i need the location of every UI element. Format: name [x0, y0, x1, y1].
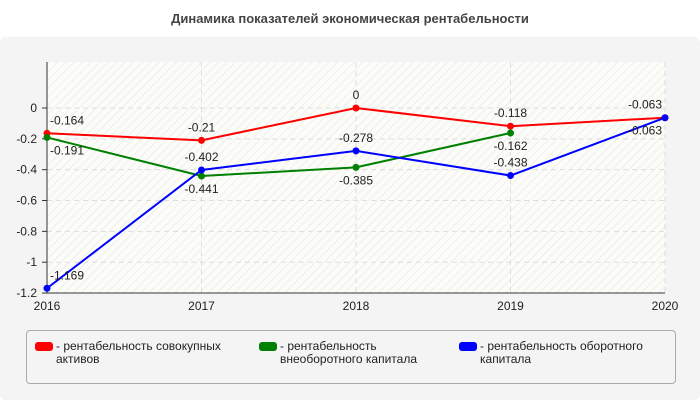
data-label: -0.402	[184, 150, 218, 164]
legend-swatch	[459, 342, 477, 351]
legend-label: - рентабельность совокупных активов	[56, 339, 221, 366]
data-label: -0.162	[493, 139, 527, 153]
data-point	[198, 166, 205, 174]
data-label: -0.278	[339, 131, 373, 145]
data-label: -0.164	[50, 113, 84, 127]
data-label: -0.385	[339, 173, 373, 187]
y-tick-label: -0.2	[16, 132, 37, 146]
data-point	[352, 104, 360, 112]
data-point	[352, 147, 360, 155]
data-point	[43, 133, 51, 141]
y-tick-label: -0.8	[16, 224, 37, 238]
x-tick-label: 2016	[34, 299, 61, 313]
legend-label: - рентабельность внеоборотного капитала	[280, 339, 417, 366]
y-tick-label: -0.4	[16, 163, 37, 177]
x-tick-label: 2018	[343, 299, 370, 313]
data-point	[198, 136, 205, 144]
y-tick-label: 0	[30, 101, 37, 115]
legend-label: - рентабельность оборотного капитала	[480, 339, 643, 366]
y-tick-label: -0.6	[16, 194, 37, 208]
series-line	[46, 132, 511, 178]
y-tick-label: -1	[26, 255, 37, 269]
data-point	[352, 163, 360, 171]
data-label: -0.438	[493, 156, 527, 170]
data-label: -1.169	[50, 268, 84, 282]
y-tick-label: -1.2	[16, 286, 37, 300]
data-label: -0.063	[628, 98, 662, 112]
data-point	[661, 114, 669, 122]
chart-title: Динамика показателей экономическая рента…	[171, 11, 529, 26]
data-label: -0.063	[628, 124, 662, 138]
data-label: -0.441	[184, 182, 218, 196]
legend-item[interactable]: - рентабельность совокупных активов	[35, 340, 235, 366]
x-tick-label: 2020	[652, 299, 679, 313]
x-tick-label: 2019	[497, 299, 524, 313]
legend-swatch	[35, 342, 53, 351]
data-point	[198, 172, 205, 180]
data-label: 0	[353, 88, 360, 102]
data-point	[507, 172, 514, 180]
data-point	[507, 122, 514, 130]
data-label: -0.21	[188, 120, 216, 134]
x-tick-label: 2017	[188, 299, 215, 313]
legend-item[interactable]: - рентабельность оборотного капитала	[459, 340, 669, 366]
legend-swatch	[259, 342, 277, 351]
data-label: -0.118	[494, 106, 527, 120]
data-point	[43, 284, 51, 292]
data-label: -0.191	[50, 143, 84, 157]
legend-item[interactable]: - рентабельность внеоборотного капитала	[259, 340, 439, 366]
legend: - рентабельность совокупных активов - рен…	[26, 330, 676, 384]
data-point	[507, 129, 514, 137]
